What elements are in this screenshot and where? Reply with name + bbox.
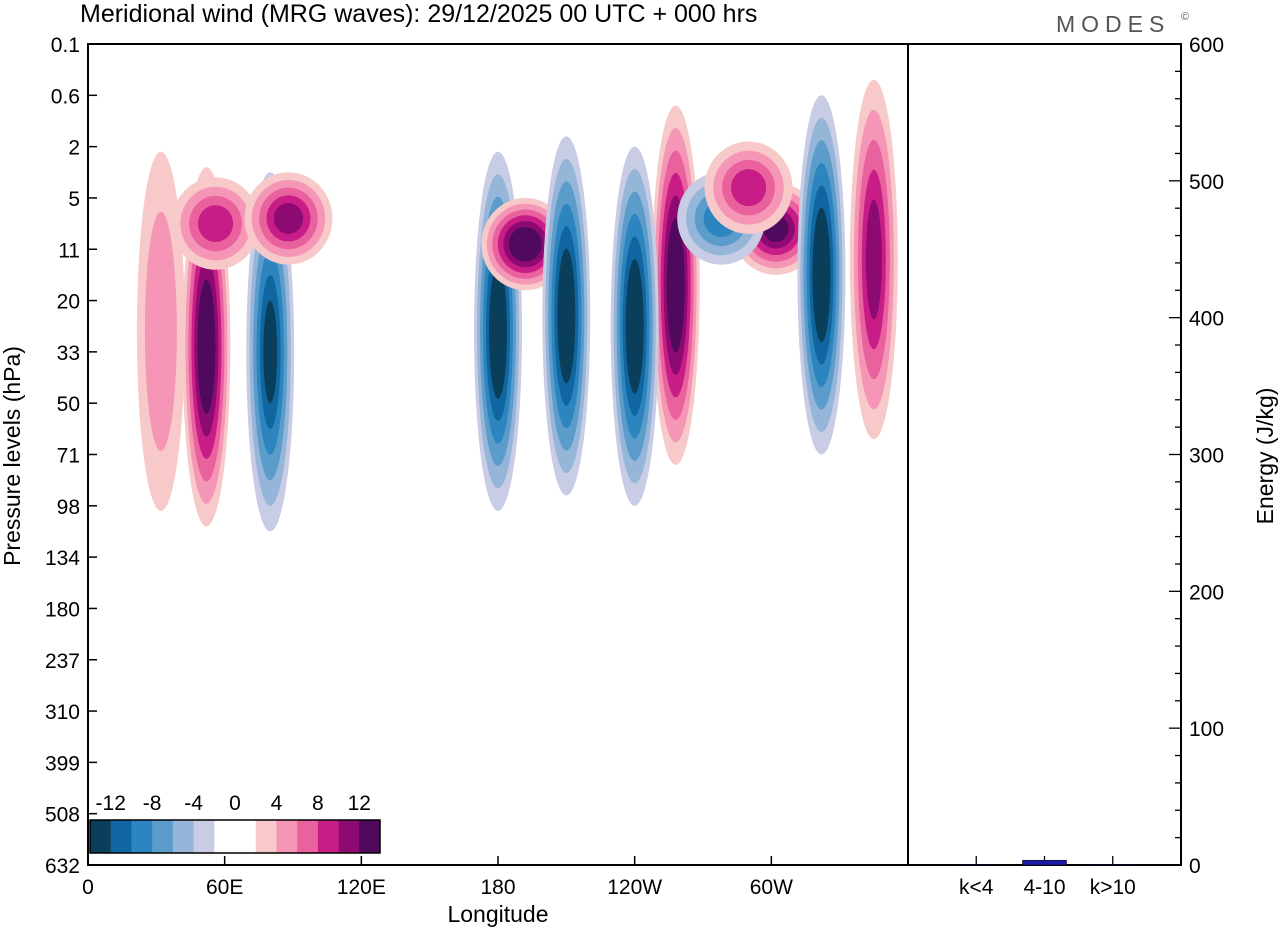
- energy-category-label: k<4: [959, 876, 994, 899]
- contour-region: [200, 301, 213, 392]
- colorbar-segment: [338, 820, 360, 853]
- colorbar-segment: [131, 820, 153, 853]
- colorbar-segment: [359, 820, 381, 853]
- energy-axis-label: Energy (J/kg): [1252, 388, 1278, 525]
- colorbar-frame: [89, 819, 381, 854]
- energy-tick-label: 400: [1189, 308, 1224, 331]
- contour-region: [560, 271, 573, 361]
- brand-text: MODES: [1056, 11, 1170, 37]
- colorbar-tick-label: 4: [271, 792, 283, 815]
- colorbar-segment: [193, 820, 215, 853]
- energy-panel: k<4 4-10 k>10 0 100 200 300 400 500 600 Energy (…: [907, 34, 1278, 899]
- pressure-tick-label: 632: [45, 855, 80, 878]
- longitude-axis: 0 60E 120E 180 120W 60W: [82, 856, 793, 899]
- colorbar-segment: [297, 820, 319, 853]
- pressure-tick-label: 98: [57, 496, 80, 519]
- pressure-tick-label: 180: [45, 598, 80, 621]
- colorbar-segment: [214, 820, 236, 853]
- colorbar-segment: [276, 820, 298, 853]
- colorbar-tick-label: -8: [143, 792, 162, 815]
- contour-region: [865, 199, 882, 320]
- longitude-tick-label: 180: [480, 876, 515, 899]
- energy-bar: [954, 864, 999, 866]
- contour-region: [263, 300, 278, 404]
- contour-region: [730, 169, 767, 207]
- pressure-tick-label: 20: [57, 291, 80, 314]
- colorbar-segment: [317, 820, 340, 853]
- energy-tick-label: 600: [1189, 34, 1224, 57]
- colorbar-tick-label: 0: [229, 792, 241, 815]
- colorbar-segment: [172, 820, 195, 853]
- colorbar-tick-label: -12: [96, 792, 126, 815]
- pressure-tick-label: 0.1: [51, 34, 80, 57]
- contour-region: [492, 286, 504, 377]
- longitude-tick-label: 0: [82, 876, 94, 899]
- energy-bars: k<4 4-10 k>10: [954, 856, 1136, 899]
- contour-fills: [136, 79, 898, 532]
- pressure-tick-label: 0.6: [51, 85, 80, 108]
- pressure-tick-label: 11: [58, 239, 80, 262]
- longitude-tick-label: 60E: [206, 876, 243, 899]
- colorbar-tick-label: -4: [184, 792, 203, 815]
- colorbar-segment: [90, 820, 112, 853]
- energy-bar: [1022, 859, 1067, 866]
- contour-plot: [87, 43, 909, 866]
- colorbar-tick-label: 8: [312, 792, 324, 815]
- contour-region: [815, 230, 828, 320]
- contour-region: [273, 203, 304, 234]
- contour-region: [144, 211, 177, 452]
- pressure-tick-label: 134: [45, 547, 80, 570]
- brand-logo: MODES ©: [1056, 11, 1189, 37]
- energy-axis: 0 100 200 300 400 500 600: [1169, 34, 1224, 878]
- longitude-tick-label: 120E: [337, 876, 386, 899]
- contour-region: [669, 240, 682, 331]
- pressure-tick-label: 5: [68, 188, 80, 211]
- longitude-tick-label: 120W: [607, 876, 662, 899]
- colorbar-segment: [235, 820, 257, 853]
- energy-tick-label: 500: [1189, 171, 1224, 194]
- longitude-tick-label: 60W: [750, 876, 793, 899]
- energy-tick-label: 0: [1189, 855, 1201, 878]
- colorbar-segment: [110, 820, 132, 853]
- colorbar-segment: [152, 820, 174, 853]
- energy-frame: [907, 43, 1182, 866]
- pressure-tick-label: 310: [45, 701, 80, 724]
- pressure-tick-label: 2: [68, 137, 80, 160]
- energy-tick-label: 100: [1189, 718, 1224, 741]
- colorbar-segment: [255, 820, 277, 853]
- contour-region: [628, 281, 641, 372]
- colorbar-tick-label: 12: [348, 792, 371, 815]
- colorbar: -12 -8 -4 0 4 8 12: [89, 792, 381, 854]
- pressure-tick-label: 71: [57, 445, 80, 468]
- energy-bar: [1090, 864, 1135, 866]
- pressure-axis: 0.1 0.6 2 5 11 20 33 50 71 98 134 180 237 310 399 508 63…: [45, 34, 97, 878]
- pressure-tick-label: 33: [57, 342, 80, 365]
- energy-category-label: k>10: [1090, 876, 1136, 899]
- chart-title: Meridional wind (MRG waves): 29/12/2025 …: [80, 0, 757, 28]
- contour-region: [197, 205, 234, 243]
- brand-mark: ©: [1181, 11, 1189, 23]
- energy-category-label: 4-10: [1023, 876, 1065, 899]
- energy-tick-label: 300: [1189, 445, 1224, 468]
- contour-region: [514, 232, 537, 256]
- x-axis-label: Longitude: [447, 901, 548, 927]
- pressure-tick-label: 508: [45, 804, 80, 827]
- y-axis-label: Pressure levels (hPa): [0, 346, 25, 566]
- pressure-tick-label: 50: [57, 393, 80, 416]
- energy-tick-label: 200: [1189, 581, 1224, 604]
- pressure-tick-label: 399: [45, 752, 80, 775]
- pressure-tick-label: 237: [45, 650, 80, 673]
